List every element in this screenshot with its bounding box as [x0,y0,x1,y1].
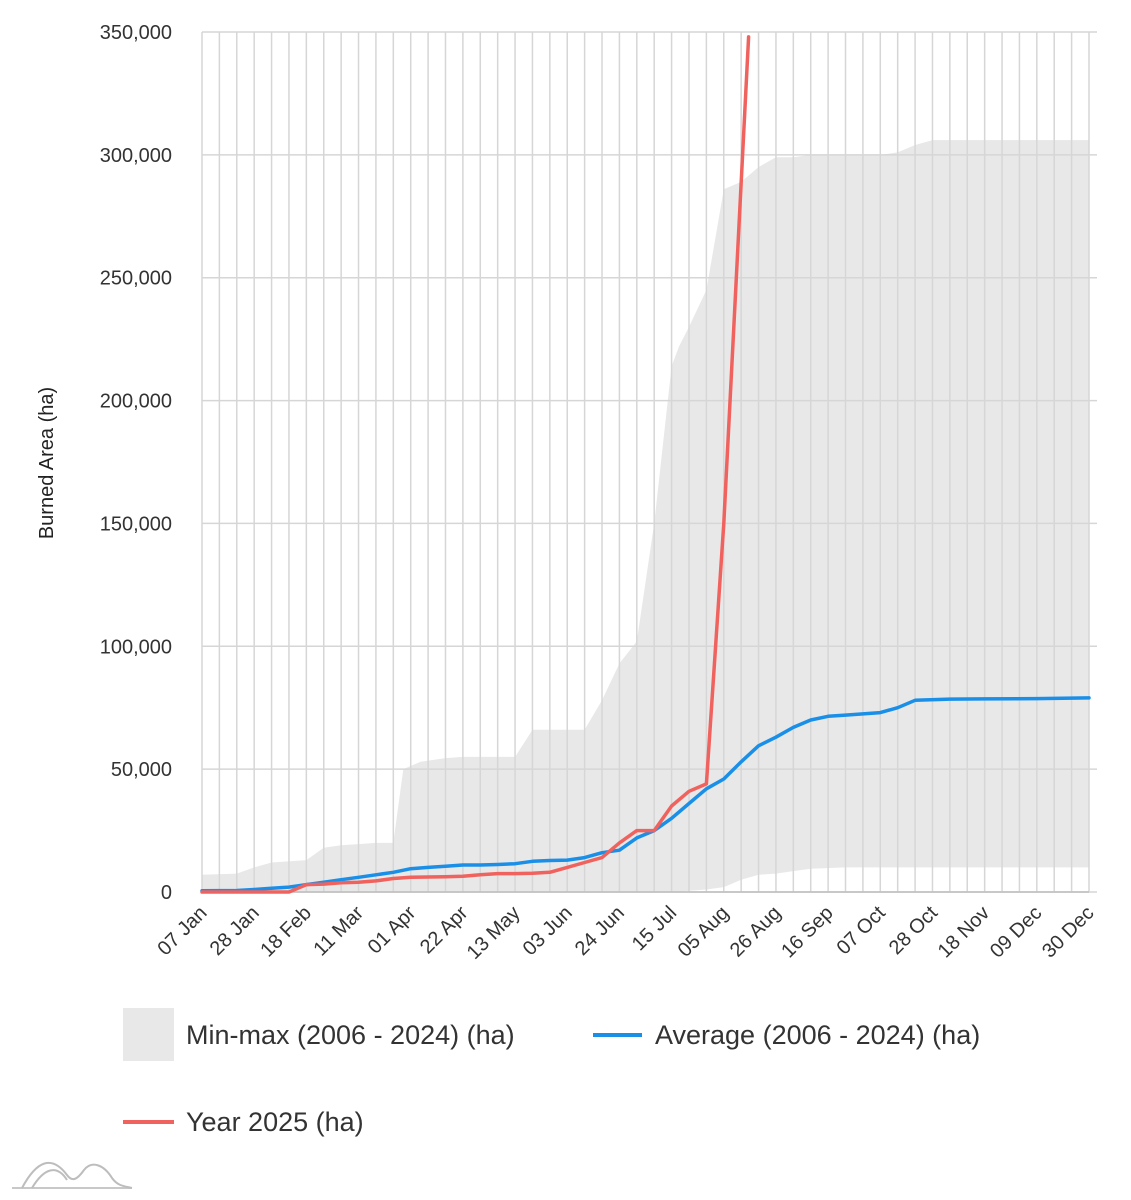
average-series-line [200,696,1091,893]
x-tick-label: 24 Jun [571,902,629,960]
x-tick-label: 03 Jun [519,902,577,960]
x-tick-label: 18 Feb [256,902,316,962]
series-lines-layer [200,35,1091,894]
y-axis-title: Burned Area (ha) [36,387,58,539]
y-tick-label: 50,000 [111,759,172,781]
y-tick-label: 200,000 [100,391,172,413]
y-tick-label: 0 [161,882,172,904]
x-tick-label: 15 Jul [628,902,681,955]
legend: Min-max (2006 - 2024) (ha) Average (2006 … [123,1008,980,1137]
y-tick-label: 100,000 [100,636,172,658]
y-tick-labels: 0 50,000 100,000 150,000 200,000 250,000 300,0… [100,22,172,904]
x-tick-label: 07 Oct [833,902,891,960]
x-tick-label: 26 Aug [726,902,786,962]
brand-logo [12,1161,133,1189]
x-tick-label: 16 Sep [777,902,837,962]
y-tick-label: 150,000 [100,513,172,535]
grid-layer [201,31,1097,893]
x-tick-label: 01 Apr [364,902,421,959]
legend-label-year-2025: Year 2025 (ha) [186,1107,364,1137]
year-2025-series-line [200,35,751,894]
y-tick-label: 350,000 [100,22,172,44]
x-tick-label: 11 Mar [310,902,369,961]
min-max-band-layer [202,140,1089,893]
x-tick-label: 28 Jan [206,902,264,960]
x-tick-label: 30 Dec [1038,902,1098,962]
x-tick-label: 07 Jan [154,902,212,960]
legend-label-average: Average (2006 - 2024) (ha) [655,1020,980,1050]
y-tick-label: 300,000 [100,145,172,167]
min-max-band [202,140,1089,893]
legend-label-min-max: Min-max (2006 - 2024) (ha) [186,1020,515,1050]
y-tick-label: 250,000 [100,268,172,290]
legend-swatch-min-max [123,1008,174,1061]
x-tick-label: 05 Aug [674,902,734,962]
x-tick-label: 28 Oct [885,902,943,960]
x-tick-label: 09 Dec [986,902,1046,962]
x-tick-label: 18 Nov [934,902,994,962]
x-tick-label: 13 May [463,902,525,964]
